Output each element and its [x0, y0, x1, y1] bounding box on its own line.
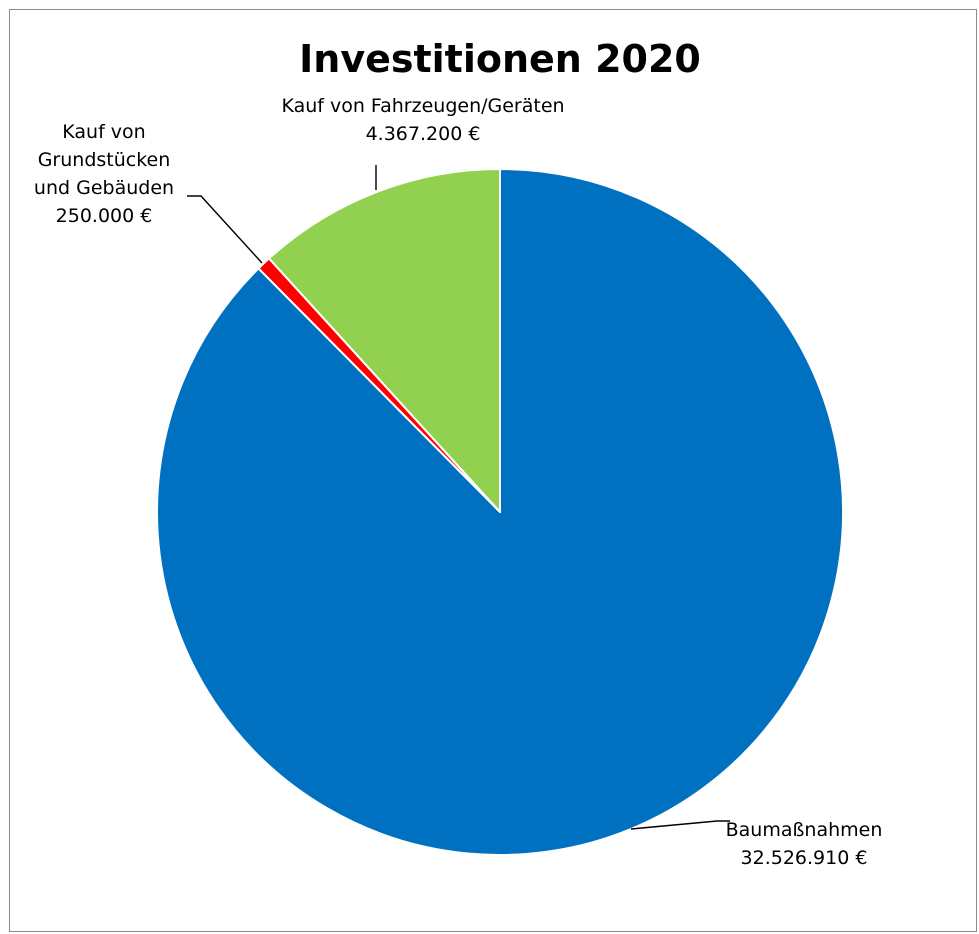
- label-grundstuecke-line-3: und Gebäuden: [34, 177, 174, 199]
- leader-line-grundstuecke: [187, 196, 262, 263]
- label-baumassnahmen-name: Baumaßnahmen: [726, 819, 883, 841]
- label-fahrzeuge-value: 4.367.200 €: [366, 123, 481, 145]
- label-grundstuecke: Kauf von Grundstücken und Gebäuden 250.0…: [34, 121, 262, 263]
- label-fahrzeuge-name: Kauf von Fahrzeugen/Geräten: [281, 95, 564, 117]
- label-grundstuecke-line-1: Kauf von: [62, 121, 145, 143]
- label-grundstuecke-value: 250.000 €: [56, 205, 153, 227]
- label-baumassnahmen: Baumaßnahmen 32.526.910 €: [631, 819, 882, 869]
- chart-title: Investitionen 2020: [299, 37, 701, 81]
- pie-slices: [157, 169, 843, 855]
- label-baumassnahmen-value: 32.526.910 €: [741, 847, 868, 869]
- label-grundstuecke-line-2: Grundstücken: [38, 149, 171, 171]
